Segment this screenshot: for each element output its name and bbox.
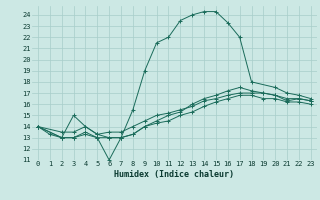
X-axis label: Humidex (Indice chaleur): Humidex (Indice chaleur) <box>115 170 234 179</box>
